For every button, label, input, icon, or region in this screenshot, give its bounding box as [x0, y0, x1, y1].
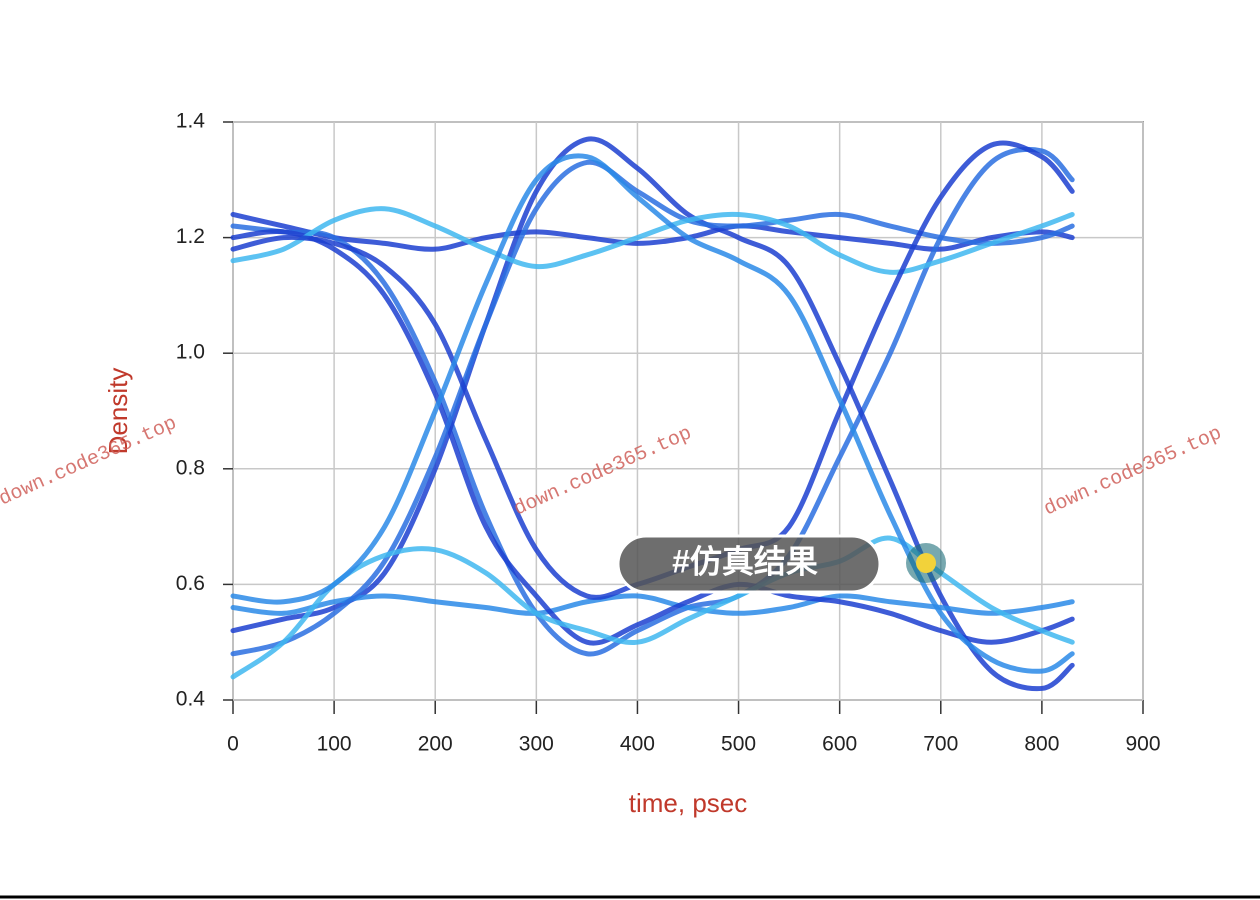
y-tick-label: 0.8: [176, 456, 205, 479]
badge-background: [616, 534, 882, 594]
y-axis-title: Density: [103, 368, 133, 455]
y-tick-label: 1.4: [176, 110, 206, 133]
eye-trace: [230, 593, 1075, 616]
x-tick-label: 300: [519, 733, 554, 756]
y-tick-label: 0.4: [176, 688, 206, 711]
eye-trace: [230, 228, 1075, 646]
badge: #仿真结果: [616, 534, 882, 594]
y-tick-label: 1.0: [176, 341, 205, 364]
eye-trace: [230, 211, 1075, 252]
x-tick-label: 600: [822, 733, 857, 756]
cursor-dot: [916, 553, 936, 573]
x-tick-label: 700: [923, 733, 958, 756]
y-tick-label: 0.6: [176, 572, 205, 595]
y-tick-label: 1.2: [176, 225, 205, 248]
x-tick-label: 900: [1125, 733, 1160, 756]
eye-trace: [230, 159, 1075, 657]
badge-text: #仿真结果: [672, 543, 818, 579]
x-tick-label: 800: [1024, 733, 1059, 756]
watermark: down.code365.top: [0, 412, 180, 511]
x-tick-label: 400: [620, 733, 655, 756]
eye-trace: [230, 153, 1075, 674]
eye-trace: [230, 136, 1075, 692]
eye-trace: [230, 206, 1075, 275]
x-tick-label: 0: [227, 733, 239, 756]
x-tick-label: 500: [721, 733, 756, 756]
x-axis-title: time, psec: [629, 788, 748, 818]
x-tick-label: 200: [418, 733, 453, 756]
x-tick-label: 100: [317, 733, 352, 756]
